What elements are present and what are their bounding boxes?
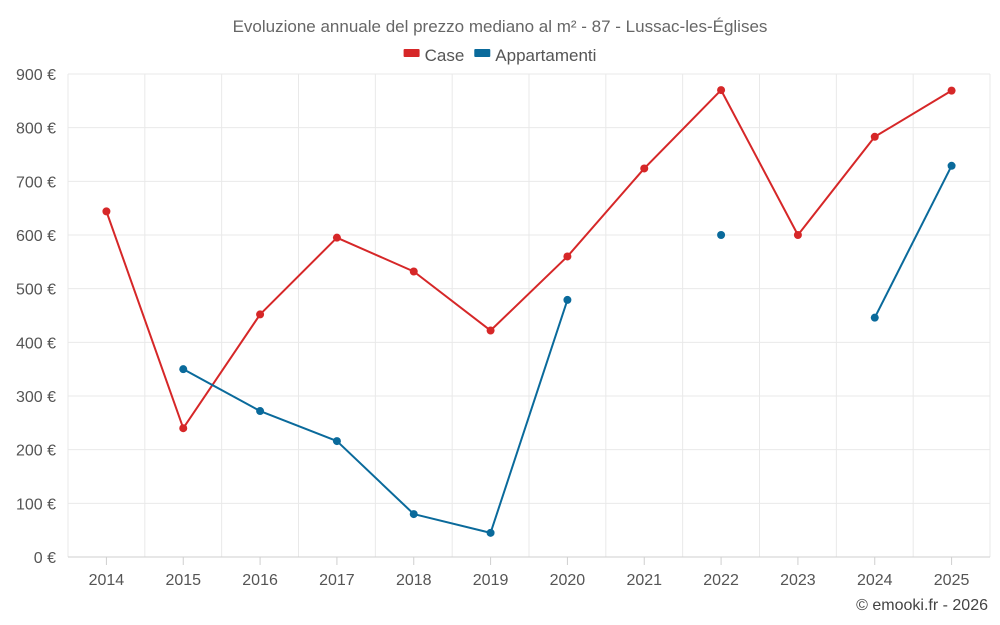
data-point[interactable]: [640, 164, 649, 173]
data-point[interactable]: [870, 132, 879, 141]
legend-item-case[interactable]: Case: [403, 46, 465, 65]
x-tick-label: 2021: [626, 572, 662, 589]
data-point[interactable]: [179, 424, 188, 433]
axes: 0 € 100 € 200 € 300 € 400 € 500 € 600 € 700 € 80…: [16, 67, 990, 589]
data-point[interactable]: [717, 86, 726, 95]
y-tick-label: 800 €: [16, 121, 56, 138]
x-tick-label: 2019: [473, 572, 509, 589]
y-tick-label: 400 €: [16, 335, 56, 352]
data-point[interactable]: [563, 252, 572, 261]
series-line: [873, 165, 953, 319]
y-tick-label: 0 €: [34, 550, 56, 567]
legend-swatch: [474, 49, 491, 57]
data-point[interactable]: [793, 231, 802, 239]
data-point[interactable]: [947, 86, 956, 95]
data-point[interactable]: [102, 207, 111, 216]
x-tick-label: 2025: [934, 572, 970, 589]
legend-swatch: [403, 49, 420, 57]
x-tick-label: 2022: [703, 572, 739, 589]
chart-title: Evoluzione annuale del prezzo mediano al…: [233, 17, 768, 36]
data-point[interactable]: [947, 161, 956, 170]
credit-text: © emooki.fr - 2026: [856, 597, 988, 614]
series-line: [182, 299, 569, 534]
legend: Case Appartamenti: [403, 46, 596, 65]
data-point[interactable]: [409, 267, 418, 276]
data-point[interactable]: [870, 313, 879, 322]
legend-item-appartamenti[interactable]: Appartamenti: [474, 46, 596, 65]
data-point[interactable]: [256, 310, 265, 319]
data-point[interactable]: [409, 510, 418, 519]
x-tick-label: 2020: [550, 572, 586, 589]
series-case: [102, 86, 956, 433]
data-point[interactable]: [486, 528, 495, 537]
legend-label: Appartamenti: [495, 46, 596, 65]
y-tick-label: 200 €: [16, 443, 56, 460]
grid: [67, 73, 991, 557]
data-point[interactable]: [563, 295, 572, 304]
y-tick-label: 600 €: [16, 228, 56, 245]
series-appartamenti: [179, 161, 956, 537]
data-point[interactable]: [179, 365, 188, 374]
data-point[interactable]: [717, 231, 726, 239]
y-tick-label: 100 €: [16, 496, 56, 513]
x-tick-label: 2018: [396, 572, 432, 589]
y-tick-label: 900 €: [16, 67, 56, 84]
x-tick-label: 2014: [89, 572, 125, 589]
x-tick-label: 2024: [857, 572, 893, 589]
legend-label: Case: [425, 46, 465, 65]
x-tick-label: 2016: [242, 572, 278, 589]
series-line: [105, 89, 953, 430]
data-point[interactable]: [486, 326, 495, 335]
x-tick-label: 2023: [780, 572, 816, 589]
y-tick-label: 300 €: [16, 389, 56, 406]
data-point[interactable]: [256, 407, 265, 416]
x-tick-label: 2017: [319, 572, 355, 589]
data-point[interactable]: [332, 233, 341, 242]
data-point[interactable]: [332, 437, 341, 446]
series-layer: [102, 86, 956, 537]
y-tick-label: 700 €: [16, 174, 56, 191]
y-tick-label: 500 €: [16, 282, 56, 299]
x-tick-label: 2015: [165, 572, 201, 589]
